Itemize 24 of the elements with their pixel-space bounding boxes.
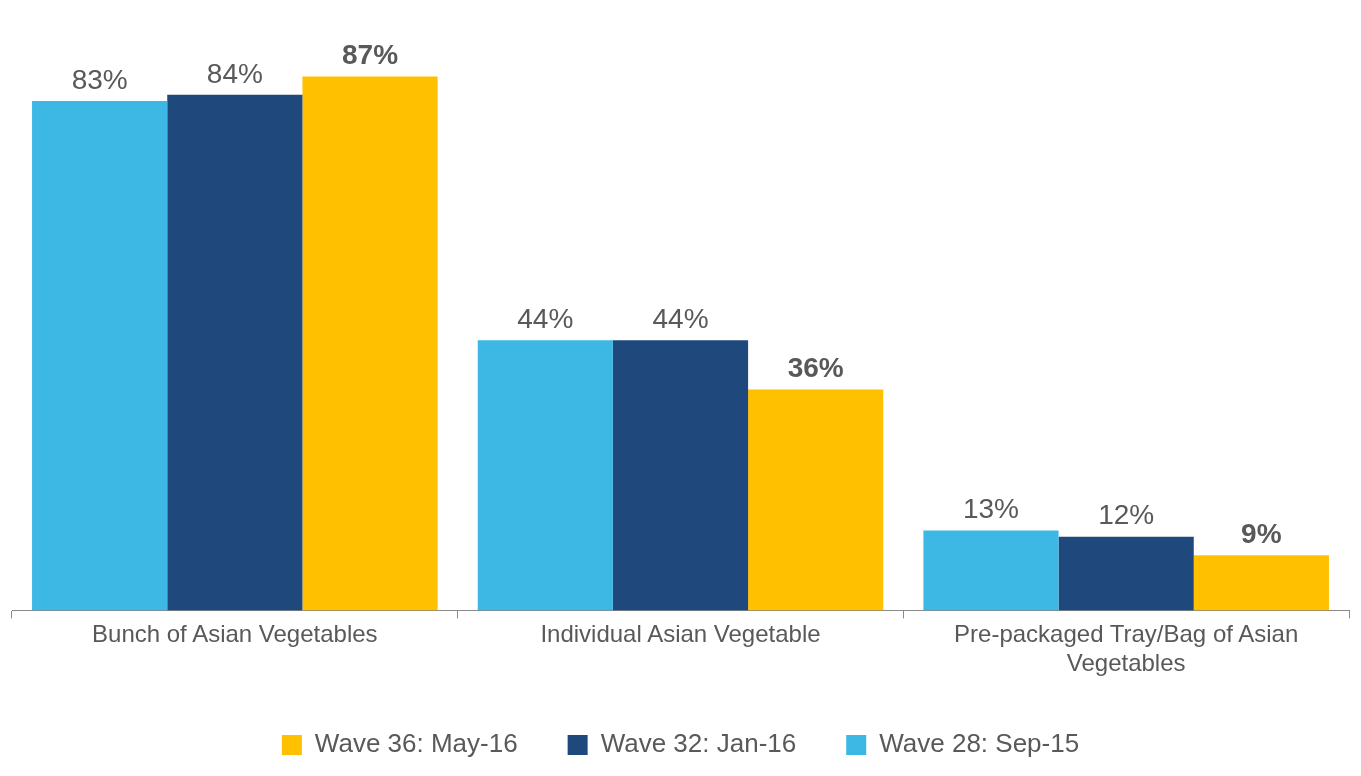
bar: [748, 389, 884, 611]
data-label: 83%: [71, 63, 128, 95]
bar: [302, 76, 438, 611]
bar: [167, 94, 303, 611]
data-label: 12%: [1098, 499, 1155, 531]
bar: [32, 100, 168, 611]
data-label: 44%: [652, 303, 709, 335]
x-tick-label: Individual Asian Vegetable: [540, 620, 821, 648]
legend-label: Wave 28: Sep-15: [879, 728, 1080, 759]
bar: [477, 340, 613, 611]
data-label: 36%: [787, 352, 844, 384]
data-label: 87%: [342, 39, 399, 71]
bar: [612, 340, 749, 611]
legend-label: Wave 36: May-16: [314, 728, 518, 759]
bar: [1058, 536, 1194, 611]
data-label: 84%: [206, 57, 263, 89]
x-tick-label: Bunch of Asian Vegetables: [92, 620, 378, 648]
x-tick-label: Pre-packaged Tray/Bag of Asian Vegetables: [954, 620, 1299, 677]
data-label: 9%: [1241, 517, 1282, 549]
data-label: 44%: [517, 303, 574, 335]
legend-label: Wave 32: Jan-16: [600, 728, 797, 759]
bar: [923, 530, 1059, 611]
data-label: 13%: [962, 493, 1019, 525]
bar: [1193, 555, 1329, 611]
